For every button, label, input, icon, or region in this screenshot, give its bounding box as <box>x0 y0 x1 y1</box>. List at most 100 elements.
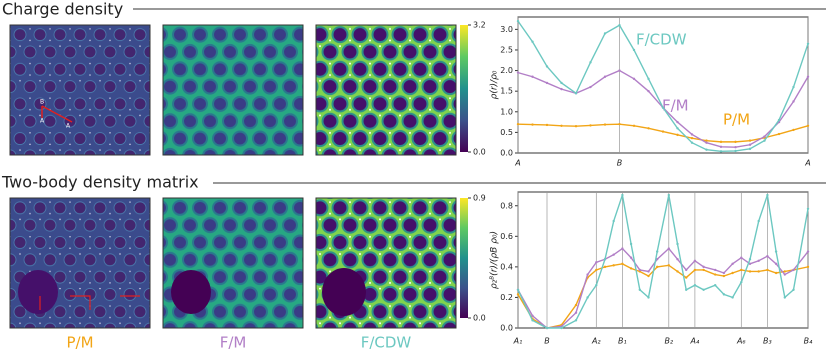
point <box>574 92 578 95</box>
series-label: P/M <box>723 111 750 129</box>
point <box>676 133 679 137</box>
series-line <box>517 194 809 329</box>
point <box>748 139 752 142</box>
point <box>638 268 641 272</box>
point <box>629 256 633 259</box>
point <box>603 123 607 126</box>
point <box>632 124 636 128</box>
y-axis-label: ρ₂ᴮ(r)/(ρB ρ₀) <box>490 231 500 289</box>
point <box>560 326 563 330</box>
point <box>531 314 534 317</box>
point <box>731 296 734 299</box>
point <box>748 143 752 146</box>
point <box>792 100 795 103</box>
point <box>702 268 705 272</box>
point <box>685 276 688 279</box>
x-tick-label: B₁ <box>618 337 627 346</box>
y-tick-label: 0.4 <box>500 262 513 271</box>
point <box>693 268 697 272</box>
x-tick-label: A₁ <box>513 337 523 346</box>
point <box>516 71 520 74</box>
point <box>693 284 697 287</box>
point <box>516 288 520 291</box>
point <box>574 303 578 307</box>
point <box>647 89 650 93</box>
point <box>734 140 737 144</box>
point <box>621 262 624 266</box>
point <box>766 193 769 197</box>
y-tick-label: 0.8 <box>500 201 513 210</box>
y-tick-label: 0.5 <box>500 128 513 137</box>
point <box>612 264 615 267</box>
point <box>618 69 621 72</box>
point <box>632 48 636 52</box>
map-annotation: A <box>40 118 45 125</box>
point <box>690 141 694 144</box>
x-tick-label: A₄ <box>690 337 700 346</box>
point <box>629 267 633 270</box>
colorbar <box>460 25 468 152</box>
point <box>661 130 665 133</box>
point <box>806 42 810 45</box>
x-tick-label: B₂ <box>664 337 673 346</box>
point <box>702 265 705 269</box>
heatmap <box>315 197 457 329</box>
point <box>777 118 781 122</box>
point <box>792 128 795 132</box>
point <box>757 219 760 223</box>
heatmap <box>315 24 457 156</box>
point <box>774 250 778 253</box>
point <box>560 81 563 85</box>
point <box>740 268 743 272</box>
point <box>595 268 598 272</box>
path-arrow <box>39 295 140 310</box>
point <box>806 75 810 78</box>
point <box>545 123 549 127</box>
point <box>748 258 752 261</box>
point <box>603 32 607 35</box>
point <box>595 261 598 264</box>
point <box>757 259 760 262</box>
point <box>783 273 786 276</box>
point <box>719 145 723 149</box>
point <box>545 65 549 68</box>
point <box>603 265 607 269</box>
point <box>705 148 708 151</box>
map-label: F/CDW <box>361 334 412 352</box>
point <box>792 288 795 291</box>
point <box>560 87 563 91</box>
x-tick-label: B₃ <box>763 337 772 346</box>
point <box>618 24 621 27</box>
colorbar-tick-label: 0.9 <box>473 194 486 203</box>
point <box>516 293 520 296</box>
section-title: Two-body density matrix <box>1 173 199 192</box>
point <box>690 136 694 140</box>
point <box>719 140 723 144</box>
point <box>656 258 659 261</box>
point <box>714 268 717 272</box>
colorbar-tick-label: 3.2 <box>473 21 486 30</box>
point <box>734 149 737 153</box>
x-tick-label: B <box>617 159 623 168</box>
point <box>531 123 534 126</box>
point <box>748 147 752 151</box>
point <box>702 288 705 291</box>
map-annotation: B <box>40 99 44 106</box>
point <box>757 270 760 273</box>
point <box>603 75 607 78</box>
point <box>719 150 723 153</box>
point <box>574 125 578 128</box>
x-tick-label: A <box>804 159 810 168</box>
point <box>792 85 795 89</box>
point <box>774 262 778 266</box>
point <box>748 262 752 266</box>
point <box>748 270 752 273</box>
point <box>656 250 659 253</box>
point <box>731 262 734 266</box>
point <box>516 19 520 23</box>
y-tick-label: 1.5 <box>500 87 513 96</box>
heatmaps-top: B A A <box>9 24 457 156</box>
point <box>661 106 665 109</box>
point <box>612 219 615 223</box>
